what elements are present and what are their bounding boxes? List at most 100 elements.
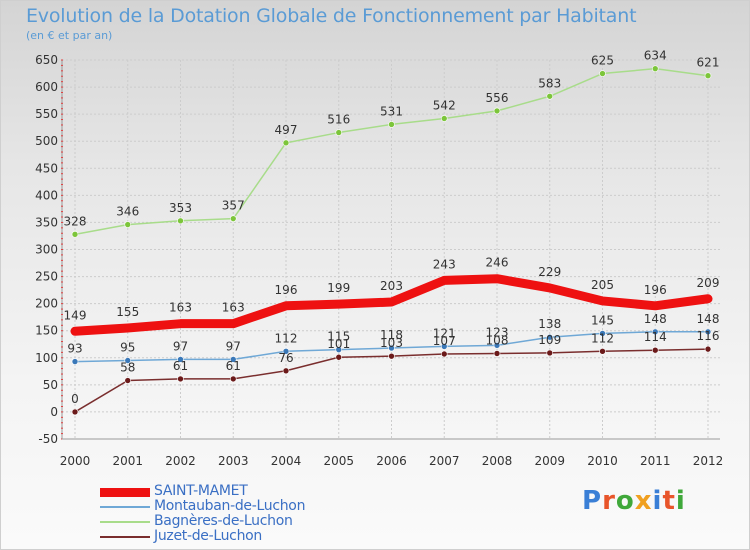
legend-swatch-montauban — [100, 506, 150, 508]
x-tick-label: 2009 — [534, 454, 565, 468]
data-label: 116 — [697, 329, 720, 343]
data-label: 109 — [538, 333, 561, 347]
data-point — [599, 330, 606, 337]
data-label: 121 — [433, 326, 456, 340]
x-tick-label: 2004 — [271, 454, 302, 468]
chart-subtitle: (en € et par an) — [26, 29, 113, 42]
data-point — [388, 121, 395, 128]
data-point — [704, 345, 712, 353]
x-tick-label: 2000 — [60, 454, 91, 468]
data-point — [546, 92, 554, 100]
legend-item-montauban: Montauban-de-Luchon — [100, 498, 360, 514]
x-tick-label: 2008 — [482, 454, 513, 468]
data-point — [440, 115, 448, 122]
data-label: 108 — [486, 333, 509, 347]
data-label: 583 — [538, 76, 561, 90]
y-tick-label: 100 — [35, 351, 58, 365]
logo-letter: i — [675, 486, 686, 516]
y-tick-label: 50 — [43, 378, 58, 392]
y-tick-label: 650 — [35, 53, 58, 67]
data-point — [652, 302, 659, 309]
y-tick-label: 600 — [35, 80, 58, 94]
data-point — [71, 358, 79, 365]
y-tick-label: 500 — [35, 134, 58, 148]
data-point — [388, 299, 395, 306]
data-point — [493, 342, 501, 349]
logo-letter: P — [582, 486, 603, 516]
data-point — [124, 357, 132, 364]
data-label: 243 — [433, 257, 456, 271]
x-tick-label: 2003 — [218, 454, 249, 468]
data-point — [704, 328, 712, 336]
data-point — [335, 346, 343, 353]
data-point — [177, 217, 184, 225]
data-label: 103 — [380, 336, 403, 350]
x-tick-label: 2002 — [165, 454, 196, 468]
data-label: 107 — [433, 334, 456, 348]
data-point — [599, 297, 606, 304]
data-label: 497 — [275, 123, 298, 137]
data-label: 542 — [433, 98, 456, 112]
data-label: 148 — [644, 312, 667, 326]
data-point — [494, 275, 500, 282]
logo-letter: r — [602, 486, 616, 516]
x-tick-label: 2005 — [323, 454, 354, 468]
data-point — [493, 350, 501, 357]
legend-label-montauban: Montauban-de-Luchon — [154, 498, 306, 514]
data-label: 621 — [697, 56, 720, 70]
data-point — [705, 295, 711, 302]
data-label: 205 — [591, 278, 614, 292]
data-point — [599, 347, 606, 355]
data-label: 155 — [116, 305, 139, 319]
legend-swatch-juzet — [100, 536, 150, 538]
data-point — [651, 65, 659, 72]
x-tick-label: 2012 — [693, 454, 724, 468]
data-point — [71, 408, 79, 416]
data-label: 531 — [380, 104, 403, 118]
logo-letter: i — [652, 486, 663, 516]
data-label: 114 — [644, 330, 667, 344]
data-label: 346 — [116, 205, 139, 219]
data-label: 95 — [120, 340, 135, 354]
data-label: 328 — [64, 214, 87, 228]
data-point — [546, 349, 554, 357]
data-point — [229, 356, 237, 363]
y-tick-label: 150 — [35, 324, 58, 338]
legend-swatch-saint-mamet — [100, 488, 150, 497]
data-label: 516 — [327, 113, 350, 127]
data-label: 203 — [380, 279, 403, 293]
legend-label-saint-mamet: SAINT-MAMET — [154, 483, 248, 499]
x-tick-label: 2010 — [587, 454, 618, 468]
data-label: 97 — [173, 339, 188, 353]
logo-letter: x — [634, 486, 653, 516]
data-label: 145 — [591, 313, 614, 327]
y-tick-label: 200 — [35, 297, 58, 311]
x-tick-label: 2007 — [429, 454, 460, 468]
legend-item-saint-mamet: SAINT-MAMET — [100, 483, 360, 499]
legend-swatch-bagneres — [100, 521, 150, 523]
data-label: 625 — [591, 54, 614, 68]
data-label: 97 — [226, 339, 241, 353]
y-tick-label: -50 — [38, 432, 58, 446]
chart-title: Evolution de la Dotation Globale de Fonc… — [26, 5, 637, 27]
data-label: 163 — [169, 301, 192, 315]
data-point — [440, 343, 448, 350]
data-point — [229, 375, 237, 383]
data-point — [335, 129, 343, 136]
data-label: 0 — [71, 392, 79, 406]
data-point — [282, 367, 290, 375]
data-label: 199 — [327, 281, 350, 295]
logo-letter: t — [662, 486, 676, 516]
data-label: 93 — [67, 342, 82, 356]
data-point — [177, 320, 184, 327]
data-point — [440, 350, 448, 358]
data-label: 118 — [380, 328, 403, 342]
data-label: 149 — [64, 308, 87, 322]
data-label: 196 — [275, 283, 298, 297]
proxiti-logo: Proxiti — [582, 486, 686, 516]
data-label: 101 — [327, 337, 350, 351]
data-label: 123 — [486, 325, 509, 339]
data-point — [388, 344, 395, 352]
data-point — [546, 284, 553, 291]
data-point — [335, 301, 342, 308]
